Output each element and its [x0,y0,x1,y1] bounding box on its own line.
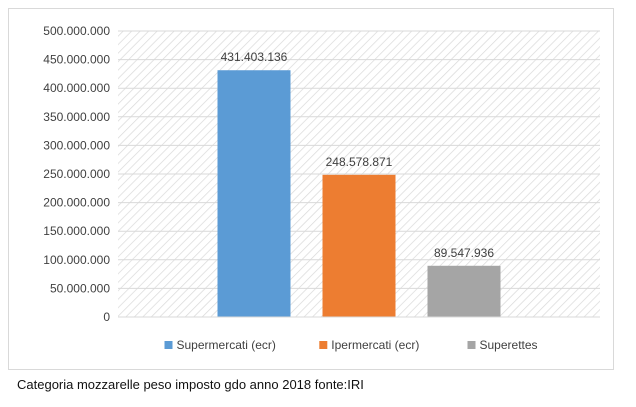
y-tick-label: 500.000.000 [43,24,110,38]
chart-caption: Categoria mozzarelle peso imposto gdo an… [17,377,364,392]
legend: Supermercati (ecr) Ipermercati (ecr) Super… [164,338,538,352]
y-tick-label: 250.000.000 [43,167,110,181]
y-tick-label: 0 [103,310,110,324]
y-tick-label: 200.000.000 [43,196,110,210]
bars [217,70,501,317]
data-labels: 431.403.136 248.578.871 89.547.936 [221,50,495,260]
bar-chart: 0 50.000.000 100.000.000 150.000.000 200.000… [43,24,600,352]
legend-swatch [467,341,476,349]
y-tick-label: 100.000.000 [43,253,110,267]
legend-swatch [164,341,173,349]
legend-label: Supermercati (ecr) [177,338,276,352]
bar [217,70,291,317]
y-axis-ticks: 0 50.000.000 100.000.000 150.000.000 200.000… [43,24,110,324]
y-tick-label: 350.000.000 [43,110,110,124]
y-tick-label: 150.000.000 [43,224,110,238]
bar [427,265,501,317]
y-tick-label: 300.000.000 [43,138,110,152]
y-tick-label: 450.000.000 [43,53,110,67]
data-label: 431.403.136 [221,50,288,64]
chart-frame: 0 50.000.000 100.000.000 150.000.000 200.000… [8,8,614,370]
data-label: 248.578.871 [326,155,393,169]
y-tick-label: 50.000.000 [50,281,110,295]
data-label: 89.547.936 [434,246,494,260]
bar [322,174,396,317]
legend-swatch [319,341,328,349]
legend-label: Ipermercati (ecr) [331,338,419,352]
legend-label: Superettes [480,338,538,352]
y-tick-label: 400.000.000 [43,81,110,95]
